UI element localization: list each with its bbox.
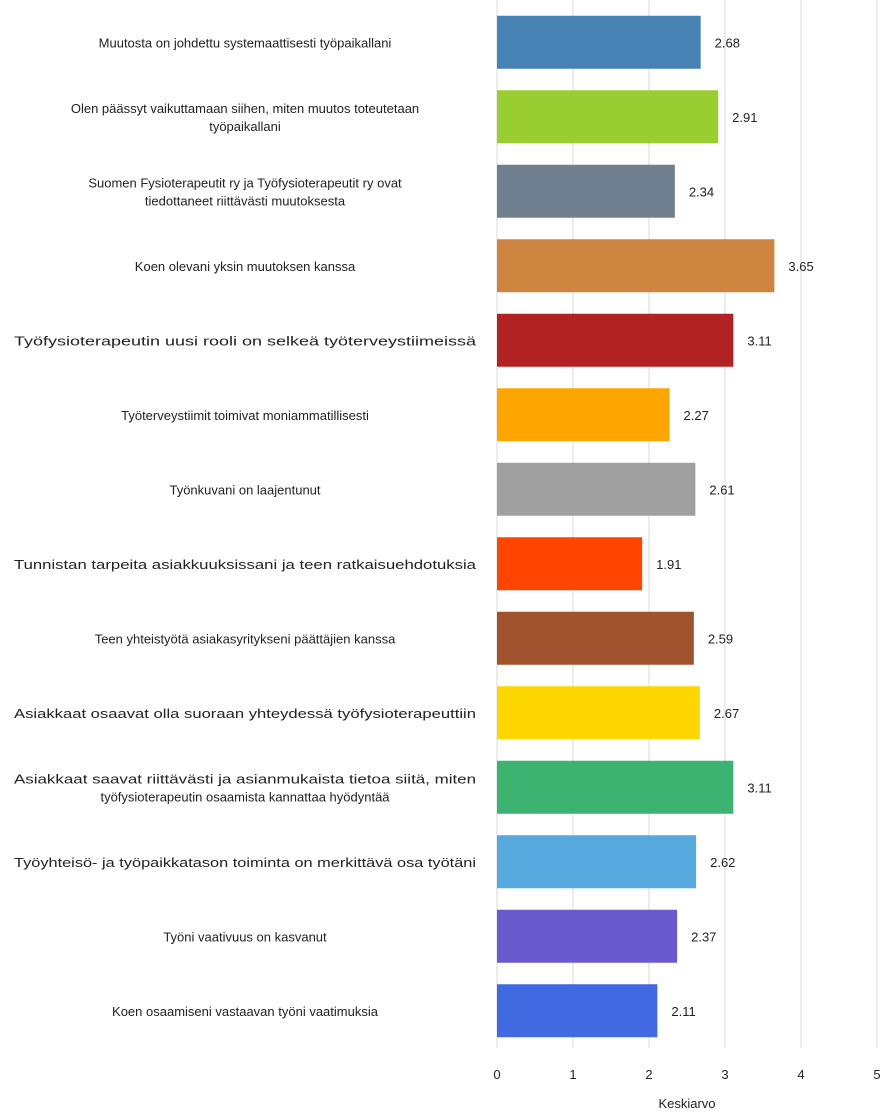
category-label-10-1: työfysioterapeutin osaamista kannattaa h… xyxy=(100,789,390,804)
category-label-1-1: työpaikallani xyxy=(209,119,281,134)
value-label-6: 2.61 xyxy=(709,482,734,497)
gridlines xyxy=(496,0,878,1048)
category-label-9-0: Asiakkaat osaavat olla suoraan yhteydess… xyxy=(14,706,476,721)
bar-3 xyxy=(497,239,775,293)
x-tick-label-0: 0 xyxy=(493,1067,500,1082)
bar-4 xyxy=(497,313,734,367)
bar-11 xyxy=(497,835,697,889)
value-label-13: 2.11 xyxy=(671,1004,695,1019)
x-tick-label-1: 1 xyxy=(569,1067,576,1082)
category-label-8-0: Teen yhteistyötä asiakasyritykseni päätt… xyxy=(95,631,396,646)
value-label-4: 3.11 xyxy=(747,333,771,348)
bar-10 xyxy=(497,760,734,814)
value-label-8: 2.59 xyxy=(708,631,733,646)
category-label-4-0: Työfysioterapeutin uusi rooli on selkeä … xyxy=(14,333,477,348)
bar-1 xyxy=(497,90,719,144)
value-label-7: 1.91 xyxy=(656,557,681,572)
category-label-3-0: Koen olevani yksin muutoksen kanssa xyxy=(135,259,356,274)
value-label-5: 2.27 xyxy=(684,408,709,423)
value-label-2: 2.34 xyxy=(689,184,714,199)
category-label-2-0: Suomen Fysioterapeutit ry ja Työfysioter… xyxy=(88,175,402,190)
category-label-11-0: Työyhteisö- ja työpaikkatason toiminta o… xyxy=(14,855,476,870)
value-label-12: 2.37 xyxy=(691,929,716,944)
bar-5 xyxy=(497,388,670,442)
bar-12 xyxy=(497,909,678,963)
value-labels: 2.68 2.91 2.34 3.65 3.11 2.27 2.61 1.91 2.59 2.67… xyxy=(656,35,814,1019)
bars xyxy=(497,15,775,1038)
category-label-12-0: Työni vaativuus on kasvanut xyxy=(163,929,327,944)
category-label-10-0: Asiakkaat saavat riittävästi ja asianmuk… xyxy=(14,771,476,786)
value-label-10: 3.11 xyxy=(747,780,771,795)
bar-2 xyxy=(497,164,675,218)
category-label-1-0: Olen päässyt vaikuttamaan siihen, miten … xyxy=(71,101,419,116)
value-label-3: 3.65 xyxy=(788,259,813,274)
x-axis-ticks: 0 1 2 3 4 5 xyxy=(493,1067,880,1082)
category-label-2-1: tiedottaneet riittävästi muutoksesta xyxy=(145,193,346,208)
x-tick-label-5: 5 xyxy=(873,1067,880,1082)
value-label-1: 2.91 xyxy=(732,110,757,125)
category-label-7-0: Tunnistan tarpeita asiakkuuksissani ja t… xyxy=(14,557,477,572)
category-label-0-0: Muutosta on johdettu systemaattisesti ty… xyxy=(99,35,392,50)
x-tick-label-4: 4 xyxy=(797,1067,804,1082)
bar-13 xyxy=(497,984,658,1038)
value-label-11: 2.62 xyxy=(710,855,735,870)
bar-0 xyxy=(497,15,701,69)
bar-6 xyxy=(497,462,696,516)
category-label-13-0: Koen osaamiseni vastaavan työni vaatimuk… xyxy=(112,1004,379,1019)
x-axis-title: Keskiarvo xyxy=(658,1096,715,1111)
bar-7 xyxy=(497,537,643,591)
category-labels: Muutosta on johdettu systemaattisesti ty… xyxy=(14,35,477,1019)
category-label-5-0: Työterveystiimit toimivat moniammatillis… xyxy=(121,408,369,423)
category-label-6-0: Työnkuvani on laajentunut xyxy=(169,482,320,497)
bar-9 xyxy=(497,686,700,740)
value-label-9: 2.67 xyxy=(714,706,739,721)
value-label-0: 2.68 xyxy=(715,35,740,50)
x-tick-label-3: 3 xyxy=(721,1067,728,1082)
x-tick-label-2: 2 xyxy=(645,1067,652,1082)
bar-8 xyxy=(497,611,694,665)
